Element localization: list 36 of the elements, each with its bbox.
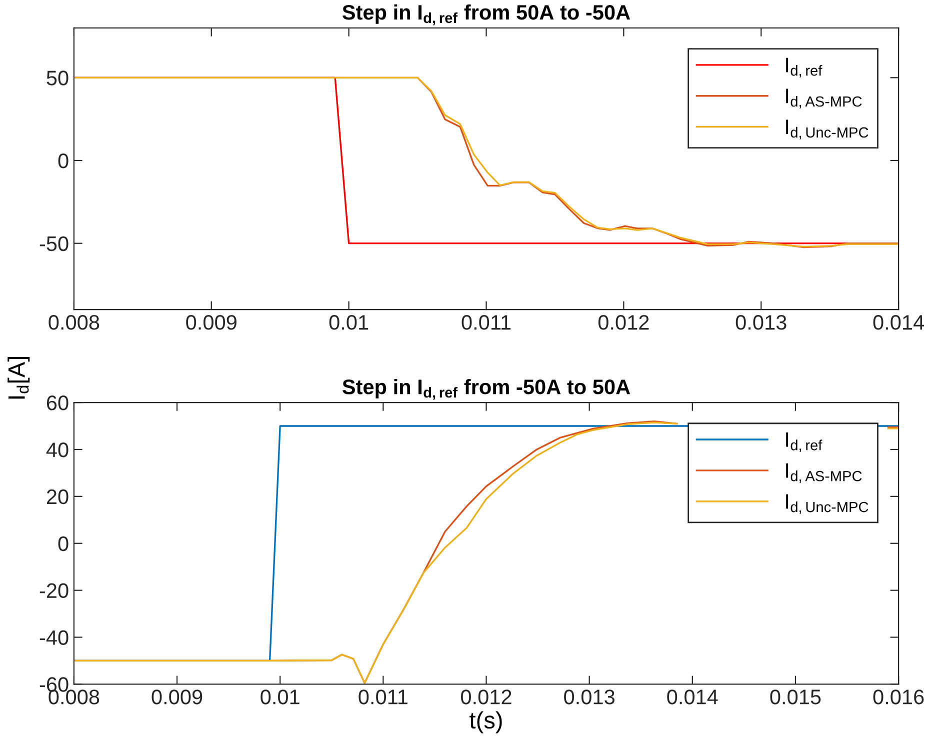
legend-label: I$_{d,ref}$ [786,58,822,78]
x-tick-label: 0.008 [48,315,100,330]
y-axis-title: I$_{d}$[A] [8,356,30,399]
y-tick-label: 40 [46,442,68,458]
y-tick-label: 50 [46,70,68,86]
x-tick-label: 0.015 [770,690,821,704]
x-tick-label: 0.009 [186,315,236,330]
x-tick-label: 0.014 [667,690,718,704]
y-tick-label: 20 [46,489,68,504]
legend-label: I$_{d,ref}$ [786,432,822,452]
legend-label: I$_{d,Unc-MPC}$ [786,494,868,514]
legend-label: I$_{d,Unc-MPC}$ [786,120,868,140]
x-tick-label: 0.011 [462,315,511,330]
y-tick-label: 0 [58,154,68,168]
x-tick-label: 0.014 [873,315,924,330]
y-tick-label: -40 [40,630,68,645]
y-tick-label: -20 [40,583,68,598]
x-tick-label: 0.012 [598,315,649,330]
chart-title: Step in I$_{d,ref}$ from -50A to 50A [342,379,630,400]
y-tick-label: -50 [40,236,68,252]
x-axis-title: t(s) [470,711,502,734]
chart-title: Step in I$_{d,ref}$ from 50A to -50A [342,4,630,26]
x-tick-label: 0.01 [329,315,368,330]
y-tick-label: -60 [40,677,68,692]
x-tick-label: 0.009 [152,690,202,704]
legend-label: I$_{d,AS-MPC}$ [786,463,862,483]
legend-label: I$_{d,AS-MPC}$ [786,88,862,108]
x-tick-label: 0.011 [358,690,408,704]
x-tick-label: 0.01 [260,690,300,704]
x-tick-label: 0.016 [873,690,924,704]
x-tick-label: 0.013 [736,315,786,330]
y-tick-label: 60 [46,396,68,410]
y-tick-label: 0 [58,536,68,552]
x-tick-label: 0.008 [48,690,100,704]
x-tick-label: 0.013 [564,690,614,704]
x-tick-label: 0.012 [461,690,512,704]
